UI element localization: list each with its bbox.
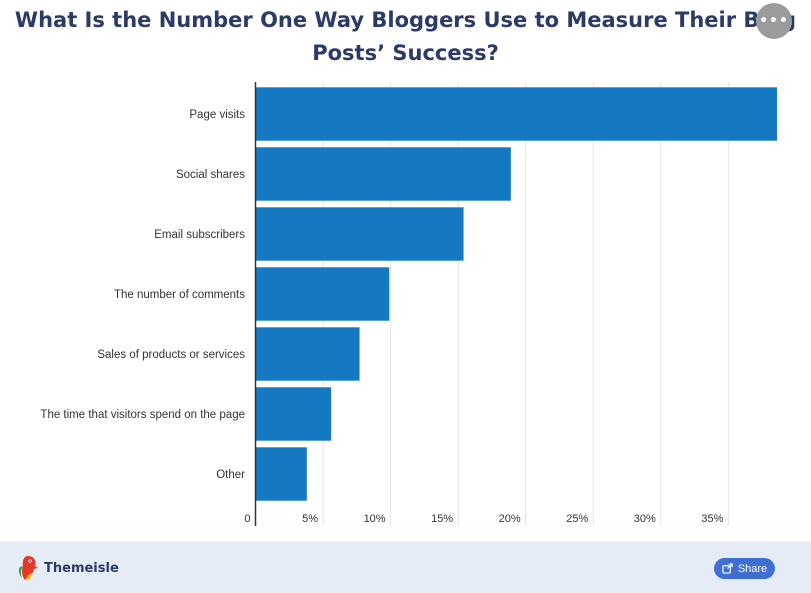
chart-title-line-2: Posts’ Success?	[312, 41, 499, 65]
x-tick-label: 20%	[499, 513, 521, 525]
bars	[255, 87, 778, 501]
share-icon	[722, 563, 733, 574]
category-label: The time that visitors spend on the page	[40, 409, 245, 421]
x-tick-label: 5%	[302, 513, 318, 525]
x-tick-label: 0	[244, 513, 250, 525]
brand-name: Themeisle	[44, 560, 119, 576]
footer-bar: Themeisle Share	[0, 541, 811, 593]
category-label: Page visits	[189, 109, 245, 121]
x-tick-label: 35%	[701, 513, 723, 525]
category-label: Other	[216, 469, 245, 481]
brand[interactable]: Themeisle	[16, 554, 119, 582]
chart-title-line-1: What Is the Number One Way Bloggers Use …	[14, 8, 797, 32]
bar[interactable]	[255, 147, 511, 201]
more-options-button[interactable]: •••	[756, 3, 792, 39]
chart-title: What Is the Number One Way Bloggers Use …	[0, 4, 811, 70]
bar[interactable]	[255, 87, 778, 141]
x-tick-label: 10%	[364, 513, 386, 525]
x-tick-label: 15%	[431, 513, 453, 525]
share-label: Share	[737, 562, 768, 575]
share-button[interactable]: Share	[714, 558, 775, 579]
bar-chart: Page visits Social shares Email subscriber…	[40, 82, 778, 526]
bar[interactable]	[255, 447, 307, 501]
bar[interactable]	[255, 327, 360, 381]
bar[interactable]	[255, 387, 332, 441]
category-label: Sales of products or services	[97, 349, 245, 361]
bar[interactable]	[255, 267, 390, 321]
x-tick-label: 25%	[566, 513, 588, 525]
category-label: Email subscribers	[154, 229, 245, 241]
category-label: The number of comments	[114, 289, 245, 301]
parrot-logo-icon	[18, 556, 38, 580]
x-tick-labels: 0 5% 10% 15% 20% 25% 30% 35%	[244, 513, 723, 525]
x-tick-label: 30%	[634, 513, 656, 525]
bar[interactable]	[255, 207, 464, 261]
more-horizontal-icon: •••	[759, 13, 789, 29]
category-labels: Page visits Social shares Email subscriber…	[40, 109, 245, 481]
category-label: Social shares	[176, 169, 245, 181]
